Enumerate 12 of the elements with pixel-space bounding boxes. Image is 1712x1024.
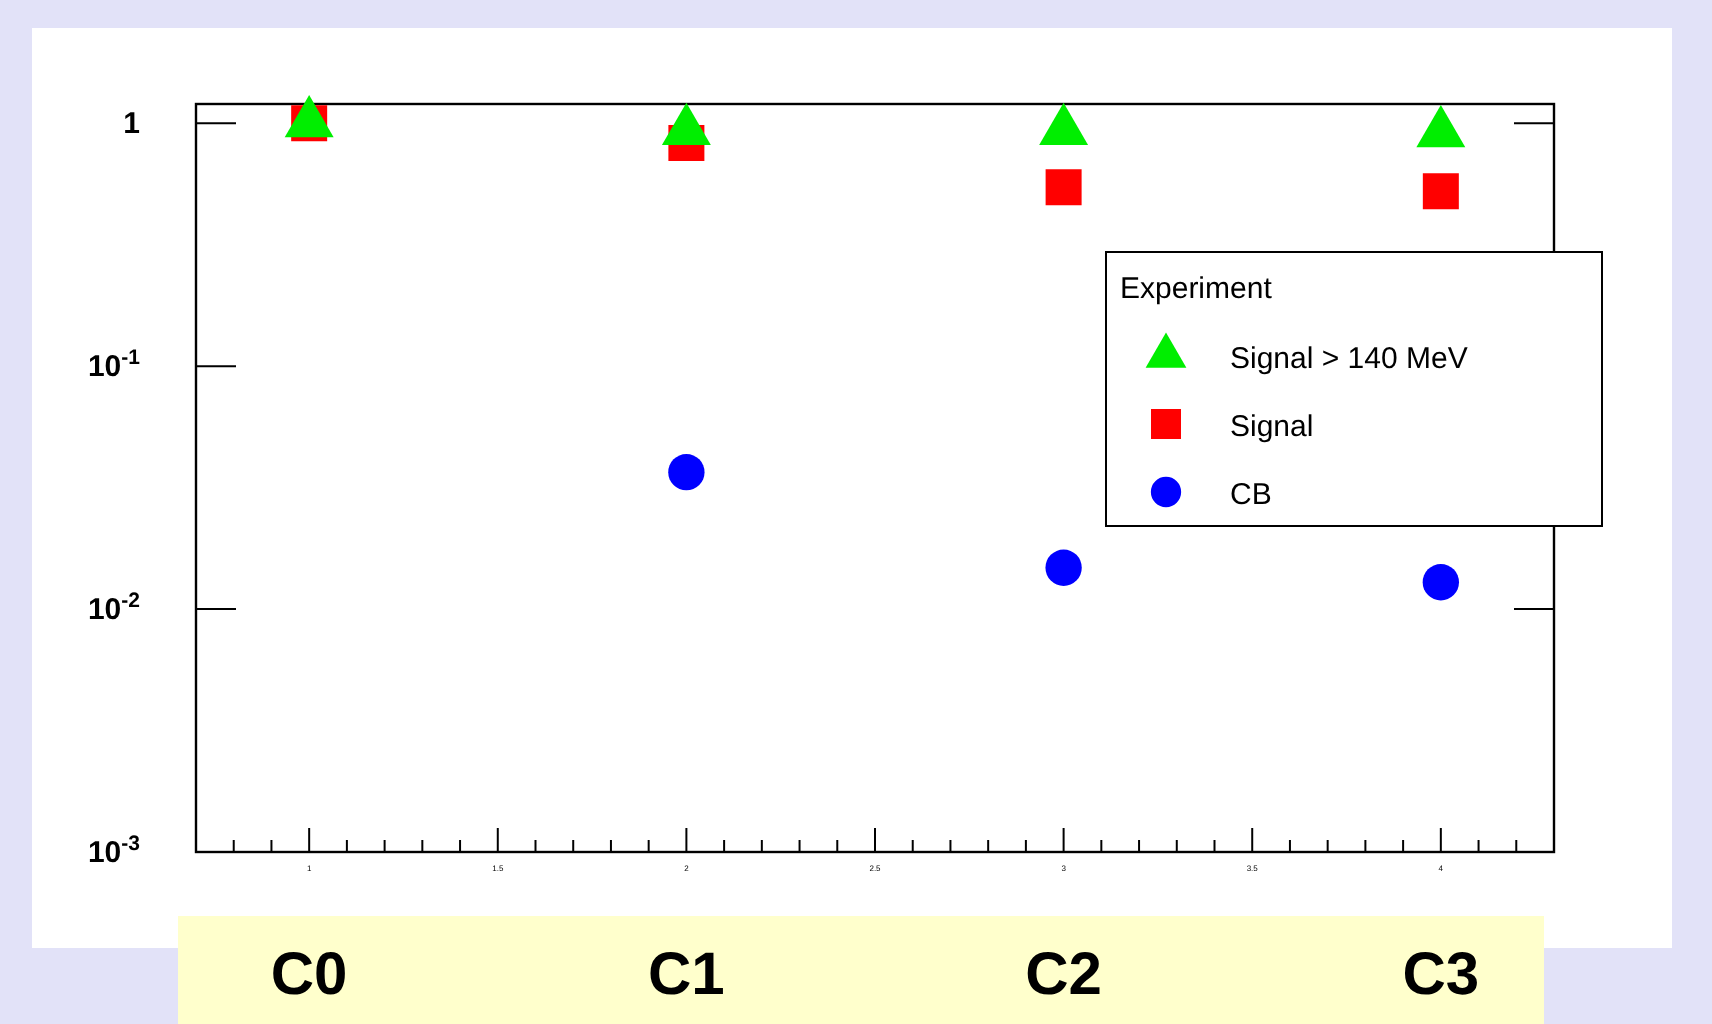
text: C3	[1402, 942, 1480, 1008]
y-tick-label: 1	[123, 106, 140, 141]
legend-label: CB	[1230, 478, 1272, 512]
y-tick-label: 10$^{-2}$	[87, 588, 141, 627]
legend-label: Signal > 140 MeV	[1230, 342, 1468, 376]
y-tick-label: 10$^{-3}$	[87, 831, 141, 870]
legend-title: Experiment	[1120, 272, 1274, 306]
text: C2	[1025, 942, 1102, 1008]
text: C0	[270, 942, 348, 1008]
y-tick-label: 10$^{-1}$	[87, 345, 141, 384]
text: C1	[648, 942, 725, 1008]
legend-label: Signal	[1230, 410, 1314, 444]
